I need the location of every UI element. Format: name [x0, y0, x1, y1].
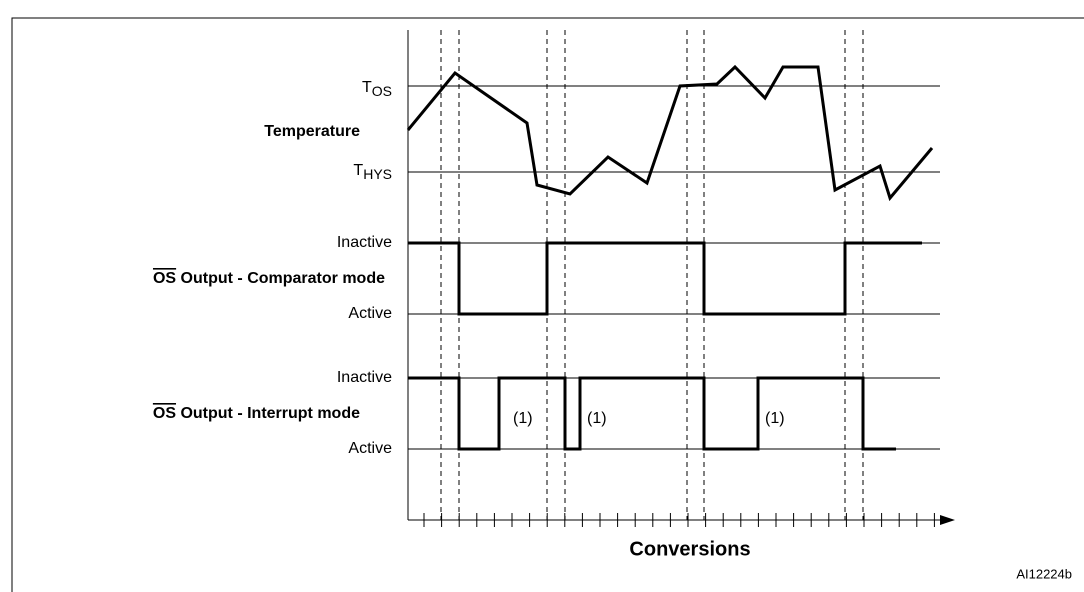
comp-title-rest: Output - Comparator mode	[176, 270, 385, 287]
thys-label: THYS	[353, 162, 392, 181]
tos-sub: OS	[372, 83, 392, 99]
int-title-bar: OS	[153, 405, 176, 422]
thys-sub: HYS	[363, 166, 392, 182]
arrow-head	[940, 515, 955, 525]
temperature-label: Temperature	[264, 123, 360, 140]
frame	[11, 17, 1084, 592]
int-title: OS Output - Interrupt mode	[153, 405, 360, 422]
note: (1)	[513, 410, 533, 427]
thys-main: T	[353, 162, 363, 179]
tos-main: T	[362, 79, 372, 96]
temperature-curve	[406, 64, 934, 202]
comp-active: Active	[348, 305, 392, 322]
comparator-signal	[408, 241, 922, 316]
tos-label: TOS	[362, 79, 392, 98]
figure-id: AI12224b	[1016, 566, 1072, 581]
comp-title: OS Output - Comparator mode	[153, 270, 385, 287]
note: (1)	[587, 410, 607, 427]
interrupt-signal	[408, 376, 896, 451]
int-title-rest: Output - Interrupt mode	[176, 405, 360, 422]
dashed-lines	[440, 30, 864, 520]
int-inactive: Inactive	[337, 369, 392, 386]
level-lines	[408, 85, 940, 450]
int-active: Active	[348, 440, 392, 457]
comp-inactive: Inactive	[337, 234, 392, 251]
x-axis-label: Conversions	[629, 538, 750, 560]
comp-title-bar: OS	[153, 270, 176, 287]
ticks	[423, 513, 935, 527]
note: (1)	[765, 410, 785, 427]
